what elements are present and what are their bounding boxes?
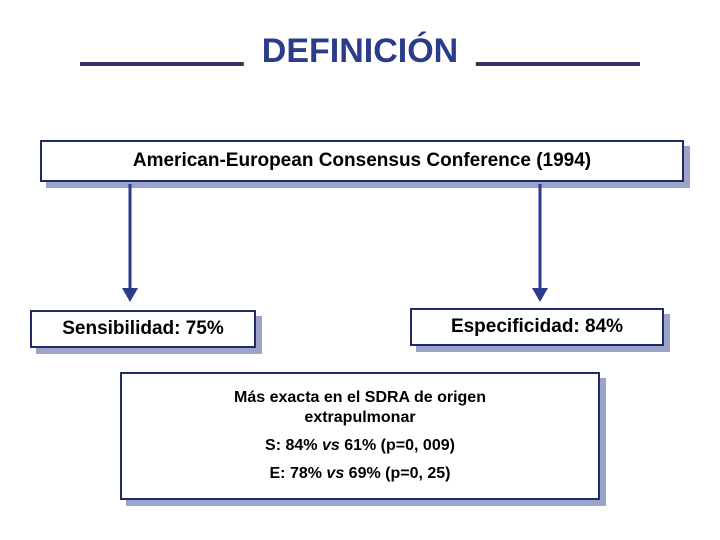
- specificity-box: Especificidad: 84%: [410, 308, 664, 346]
- note-box: Más exacta en el SDRA de origen extrapul…: [120, 372, 600, 500]
- sensitivity-label: Sensibilidad: 75%: [62, 318, 224, 340]
- note-line-2: extrapulmonar: [304, 409, 415, 426]
- note-line-1: Más exacta en el SDRA de origen: [234, 389, 486, 406]
- stat-sensitivity: S: 84% vs 61% (p=0, 009): [132, 436, 588, 456]
- conference-label: American-European Consensus Conference (…: [133, 150, 591, 172]
- conference-box: American-European Consensus Conference (…: [40, 140, 684, 182]
- arrow-left: [120, 184, 140, 302]
- stat-specificity: E: 78% vs 69% (p=0, 25): [132, 464, 588, 484]
- page-title: DEFINICIÓN: [244, 32, 476, 71]
- sensitivity-box: Sensibilidad: 75%: [30, 310, 256, 348]
- specificity-label: Especificidad: 84%: [451, 316, 623, 338]
- arrow-right: [530, 184, 550, 302]
- note-text: Más exacta en el SDRA de origen extrapul…: [132, 388, 588, 428]
